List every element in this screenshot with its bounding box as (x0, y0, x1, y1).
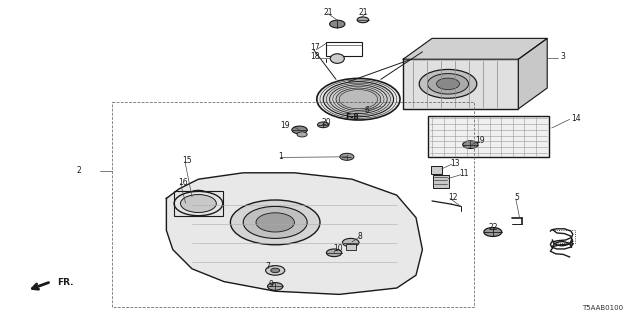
Circle shape (292, 126, 307, 134)
Circle shape (330, 20, 345, 28)
Text: 21: 21 (358, 8, 368, 17)
Text: 11: 11 (460, 169, 469, 178)
Text: 20: 20 (322, 118, 332, 127)
Text: 6: 6 (365, 106, 370, 115)
Text: 2: 2 (77, 166, 81, 175)
Circle shape (230, 200, 320, 245)
Circle shape (336, 88, 381, 110)
Circle shape (323, 82, 394, 117)
Circle shape (271, 268, 280, 273)
Text: 15: 15 (182, 156, 192, 165)
Text: 19: 19 (280, 121, 290, 130)
Circle shape (243, 206, 307, 238)
Bar (433, 175, 449, 188)
Text: 1: 1 (278, 152, 282, 161)
Polygon shape (518, 38, 547, 109)
Text: 22: 22 (489, 223, 499, 232)
Text: 14: 14 (572, 114, 581, 123)
Circle shape (357, 17, 369, 23)
Ellipse shape (187, 194, 210, 213)
Circle shape (436, 78, 460, 90)
Text: 5: 5 (514, 193, 519, 202)
Bar (428, 116, 549, 157)
Circle shape (326, 249, 342, 257)
Text: 10: 10 (333, 244, 342, 253)
Circle shape (419, 69, 477, 98)
Text: 13: 13 (451, 159, 460, 168)
Bar (431, 166, 442, 174)
Circle shape (180, 195, 216, 212)
Circle shape (342, 238, 359, 247)
Text: 3: 3 (560, 52, 565, 61)
Circle shape (463, 141, 478, 148)
Text: 8: 8 (357, 232, 362, 241)
Text: T5AAB0100: T5AAB0100 (582, 305, 623, 311)
Circle shape (266, 266, 285, 275)
Text: 12: 12 (448, 193, 458, 202)
Text: 17: 17 (310, 43, 319, 52)
Bar (403, 59, 518, 109)
Polygon shape (428, 116, 549, 157)
Text: FR.: FR. (58, 278, 74, 287)
Polygon shape (403, 38, 547, 59)
Circle shape (317, 78, 400, 120)
Bar (346, 244, 356, 250)
Polygon shape (166, 173, 422, 294)
Text: 7: 7 (266, 262, 271, 271)
Text: 21: 21 (323, 8, 333, 17)
Circle shape (268, 283, 283, 290)
Polygon shape (403, 59, 518, 109)
Bar (174, 191, 223, 216)
Ellipse shape (182, 190, 214, 216)
Text: 18: 18 (310, 52, 319, 61)
Circle shape (297, 132, 307, 137)
Text: 16: 16 (178, 178, 188, 187)
Circle shape (428, 74, 468, 94)
Ellipse shape (330, 54, 344, 63)
Text: 19: 19 (475, 136, 484, 145)
Text: 9: 9 (269, 280, 274, 289)
Bar (326, 42, 362, 56)
Circle shape (256, 213, 294, 232)
Circle shape (317, 122, 329, 128)
Text: E-8: E-8 (346, 113, 359, 122)
Circle shape (484, 228, 502, 236)
Circle shape (340, 153, 354, 160)
Text: 4: 4 (568, 239, 573, 248)
